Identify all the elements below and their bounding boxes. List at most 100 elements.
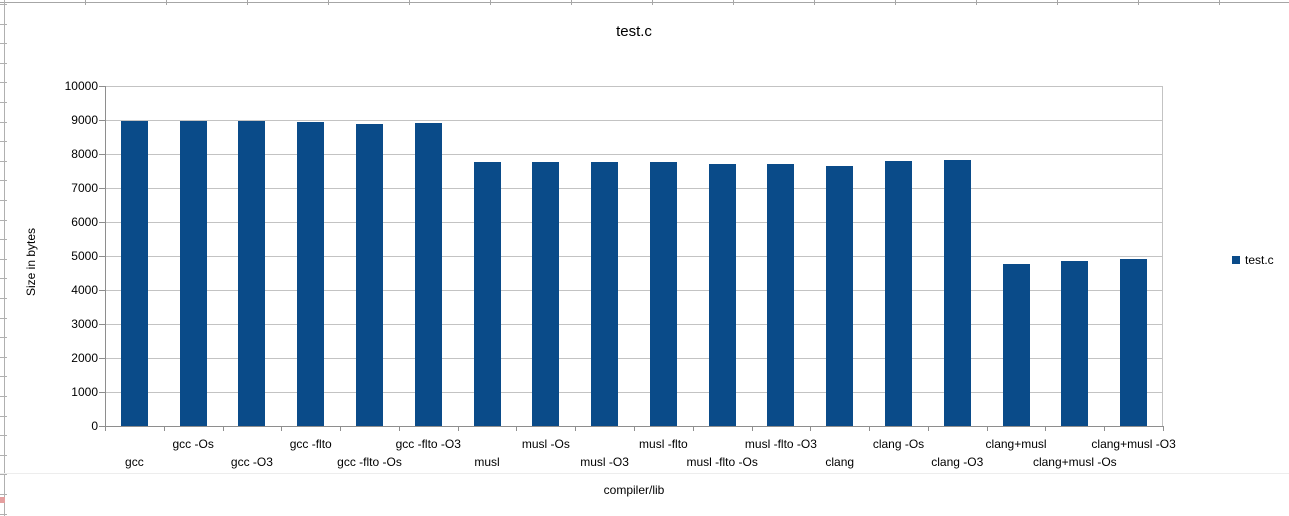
column-ruler-tick <box>1057 0 1058 5</box>
plot-area <box>105 86 1163 426</box>
left-ruler-line <box>4 0 5 516</box>
bar[interactable] <box>179 121 207 426</box>
x-axis-tick <box>1045 427 1047 431</box>
bar[interactable] <box>1120 259 1148 426</box>
x-axis-tick <box>340 427 342 431</box>
column-ruler-tick <box>1219 0 1220 5</box>
row-ruler-tick <box>0 220 7 221</box>
bar[interactable] <box>297 121 325 426</box>
x-axis-line <box>105 426 1164 427</box>
x-axis-tick <box>1104 427 1106 431</box>
row-ruler-tick <box>0 357 7 358</box>
category-label: clang -O3 <box>931 455 984 469</box>
gridline <box>105 188 1163 189</box>
category-label: musl <box>474 455 500 469</box>
chart-title: test.c <box>616 23 652 40</box>
bar[interactable] <box>1002 264 1030 426</box>
y-axis-label: 3000 <box>71 317 98 331</box>
gridline <box>105 154 1163 155</box>
x-axis-tick <box>751 427 753 431</box>
y-axis-label: 10000 <box>64 79 98 93</box>
category-label: clang+musl <box>985 437 1047 451</box>
category-label: gcc -Os <box>172 437 214 451</box>
row-highlight-mark <box>0 497 5 503</box>
category-label: clang <box>825 455 855 469</box>
x-axis-tick <box>869 427 871 431</box>
x-axis-tick <box>927 427 929 431</box>
x-axis-tick <box>457 427 459 431</box>
bar[interactable] <box>414 123 442 426</box>
row-ruler-tick <box>0 278 7 279</box>
row-ruler-tick <box>0 24 7 25</box>
legend[interactable]: test.c <box>1232 253 1274 267</box>
row-ruler-tick <box>0 474 7 475</box>
row-ruler-tick <box>0 435 7 436</box>
category-label: musl -flto -Os <box>686 455 758 469</box>
column-ruler-tick <box>733 0 734 5</box>
bar[interactable] <box>356 123 383 426</box>
x-axis-tick <box>163 427 165 431</box>
x-axis-tick <box>516 427 518 431</box>
column-ruler-tick <box>85 0 86 5</box>
category-label: gcc -flto -O3 <box>395 437 461 451</box>
bar[interactable] <box>532 161 560 426</box>
row-ruler-tick <box>0 298 7 299</box>
x-axis-tick <box>222 427 224 431</box>
y-axis-tick <box>99 188 105 189</box>
gridline <box>105 358 1163 359</box>
row-ruler-tick <box>0 141 7 142</box>
y-axis-label: 6000 <box>71 215 98 229</box>
legend-label: test.c <box>1245 253 1274 267</box>
y-axis-tick <box>99 222 105 223</box>
row-ruler-tick <box>0 82 7 83</box>
row-ruler-tick <box>0 455 7 456</box>
y-axis-label: 7000 <box>71 181 98 195</box>
gridline <box>105 222 1163 223</box>
bar[interactable] <box>1061 260 1089 426</box>
x-axis-tick <box>575 427 577 431</box>
y-axis-label: 5000 <box>71 249 98 263</box>
x-axis-tick <box>810 427 812 431</box>
y-axis-tick <box>99 358 105 359</box>
category-label: musl -Os <box>521 437 570 451</box>
row-ruler-tick <box>0 494 7 495</box>
bar[interactable] <box>943 160 971 426</box>
y-axis-tick <box>99 86 105 87</box>
legend-swatch <box>1232 256 1240 264</box>
x-axis-tick <box>634 427 635 431</box>
bar[interactable] <box>767 163 795 426</box>
bar[interactable] <box>708 163 736 426</box>
bar[interactable] <box>120 121 148 426</box>
column-ruler-tick <box>409 0 410 5</box>
row-ruler-tick <box>0 63 7 64</box>
row-ruler-tick <box>0 259 7 260</box>
bar[interactable] <box>473 162 501 426</box>
gridline <box>105 392 1163 393</box>
row-ruler-tick <box>0 102 7 103</box>
category-label: gcc -flto -Os <box>337 455 402 469</box>
column-ruler-tick <box>490 0 491 5</box>
bar[interactable] <box>885 161 912 426</box>
category-label: musl -flto -O3 <box>744 437 817 451</box>
y-axis-line <box>105 86 106 427</box>
row-ruler-tick <box>0 200 7 201</box>
row-ruler-tick <box>0 43 7 44</box>
column-ruler-tick <box>652 0 653 5</box>
column-ruler-tick <box>895 0 896 5</box>
column-ruler-tick <box>247 0 248 5</box>
category-label: musl -flto <box>639 437 688 451</box>
x-axis-title: compiler/lib <box>603 483 665 497</box>
bar[interactable] <box>591 161 619 426</box>
column-ruler-tick <box>976 0 977 5</box>
y-axis-tick <box>99 324 105 325</box>
gridline <box>105 290 1163 291</box>
bar[interactable] <box>826 165 854 426</box>
bar[interactable] <box>649 161 677 426</box>
row-ruler-tick <box>0 396 7 397</box>
gridline <box>105 324 1163 325</box>
category-label: gcc -O3 <box>230 455 273 469</box>
column-ruler-tick <box>1138 0 1139 5</box>
bar[interactable] <box>238 120 266 426</box>
x-axis-tick <box>398 427 400 431</box>
category-label: clang+musl -Os <box>1032 455 1117 469</box>
